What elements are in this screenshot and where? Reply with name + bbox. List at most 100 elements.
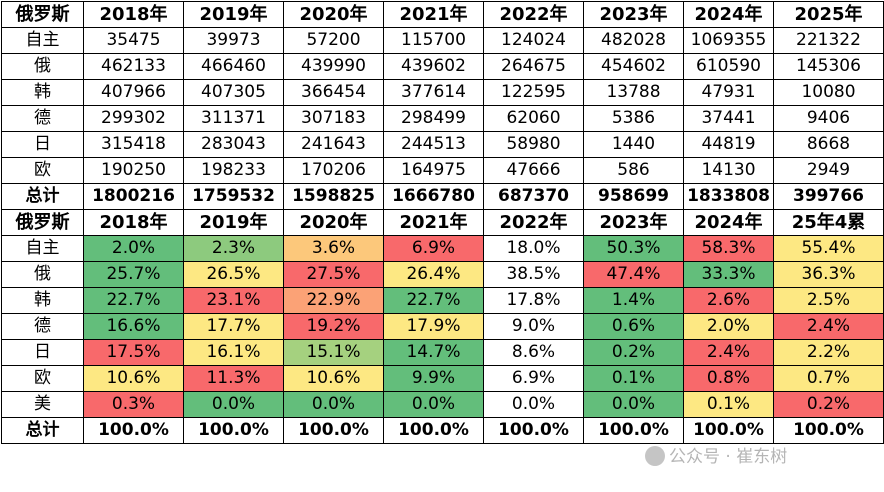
table-cell: 2.0%: [683, 313, 774, 340]
table-cell: 39973: [183, 27, 284, 54]
table-cell: 2018年: [83, 1, 184, 28]
table-cell: 0.0%: [583, 391, 684, 418]
table-cell: 16.1%: [183, 339, 284, 366]
table-cell: 10080: [773, 79, 884, 106]
table-cell: 100.0%: [183, 417, 284, 444]
table-cell: 100.0%: [383, 417, 484, 444]
table-row: 德 16.6% 17.7% 19.2% 17.9% 9.0% 0.6% 2.0% 2.4%: [1, 313, 884, 340]
table-cell: 55.4%: [773, 235, 884, 262]
table-cell: 0.3%: [83, 391, 184, 418]
table-cell: 62060: [483, 105, 584, 132]
row-label: 美: [1, 391, 84, 418]
table-cell: 377614: [383, 79, 484, 106]
table-cell: 14130: [683, 157, 774, 184]
table-cell: 17.5%: [83, 339, 184, 366]
table-cell: 47.4%: [583, 261, 684, 288]
table-cell: 115700: [383, 27, 484, 54]
table-cell: 315418: [83, 131, 184, 158]
table-row: 韩 407966 407305 366454 377614 122595 13788 4793…: [1, 79, 884, 106]
table-cell: 17.8%: [483, 287, 584, 314]
row-label: 欧: [1, 157, 84, 184]
table-cell: 9.9%: [383, 365, 484, 392]
table-cell: 1666780: [383, 183, 484, 210]
table-cell: 0.1%: [683, 391, 774, 418]
table-cell: 466460: [183, 53, 284, 80]
table-cell: 244513: [383, 131, 484, 158]
table-cell: 9406: [773, 105, 884, 132]
table-cell: 2021年: [383, 1, 484, 28]
table-cell: 307183: [283, 105, 384, 132]
table-cell: 2021年: [383, 209, 484, 236]
table-cell: 2.4%: [683, 339, 774, 366]
table-cell: 35475: [83, 27, 184, 54]
table-cell: 47931: [683, 79, 774, 106]
table-cell: 100.0%: [773, 417, 884, 444]
row-label: 德: [1, 105, 84, 132]
table-cell: 2023年: [583, 209, 684, 236]
table-cell: 298499: [383, 105, 484, 132]
table-cell: 50.3%: [583, 235, 684, 262]
table-cell: 407305: [183, 79, 284, 106]
table-cell: 100.0%: [583, 417, 684, 444]
table-cell: 221322: [773, 27, 884, 54]
table-cell: 2.0%: [83, 235, 184, 262]
table-cell: 2.2%: [773, 339, 884, 366]
table-cell: 482028: [583, 27, 684, 54]
table-cell: 0.2%: [583, 339, 684, 366]
table-cell: 3.6%: [283, 235, 384, 262]
table-cell: 958699: [583, 183, 684, 210]
table-cell: 0.8%: [683, 365, 774, 392]
table-cell: 38.5%: [483, 261, 584, 288]
table-cell: 0.0%: [383, 391, 484, 418]
table-cell: 399766: [773, 183, 884, 210]
row-label: 俄: [1, 261, 84, 288]
russia-sales-table: 俄罗斯 2018年 2019年 2020年 2021年 2022年 2023年 2024年 20…: [1, 1, 884, 444]
table-row: 日 17.5% 16.1% 15.1% 14.7% 8.6% 0.2% 2.4% 2.2%: [1, 339, 884, 366]
table-cell: 22.9%: [283, 287, 384, 314]
table-row: 自主 35475 39973 57200 115700 124024 482028 10693…: [1, 27, 884, 54]
table-cell: 2022年: [483, 1, 584, 28]
table-cell: 58.3%: [683, 235, 774, 262]
table-cell: 407966: [83, 79, 184, 106]
table-cell: 100.0%: [483, 417, 584, 444]
table-cell: 33.3%: [683, 261, 774, 288]
table-cell: 0.6%: [583, 313, 684, 340]
table-cell: 0.2%: [773, 391, 884, 418]
table-cell: 25.7%: [83, 261, 184, 288]
table-cell: 2019年: [183, 209, 284, 236]
row-label: 德: [1, 313, 84, 340]
table-row: 德 299302 311371 307183 298499 62060 5386 37441 9…: [1, 105, 884, 132]
table-cell: 100.0%: [83, 417, 184, 444]
table-cell: 58980: [483, 131, 584, 158]
table-cell: 14.7%: [383, 339, 484, 366]
table-cell: 1069355: [683, 27, 774, 54]
table-cell: 100.0%: [683, 417, 774, 444]
header-row: 俄罗斯 2018年 2019年 2020年 2021年 2022年 2023年 2024年 25…: [1, 209, 884, 236]
row-label: 自主: [1, 235, 84, 262]
table-cell: 2.5%: [773, 287, 884, 314]
row-label: 日: [1, 131, 84, 158]
row-label: 韩: [1, 287, 84, 314]
row-label: 总计: [1, 417, 84, 444]
total-row: 总计 100.0% 100.0% 100.0% 100.0% 100.0% 100.0% 10…: [1, 417, 884, 444]
row-label: 俄罗斯: [1, 209, 84, 236]
table-cell: 1833808: [683, 183, 774, 210]
table-cell: 6.9%: [483, 365, 584, 392]
table-cell: 19.2%: [283, 313, 384, 340]
table-cell: 5386: [583, 105, 684, 132]
table-cell: 9.0%: [483, 313, 584, 340]
table-cell: 44819: [683, 131, 774, 158]
table-cell: 1440: [583, 131, 684, 158]
table-cell: 2.6%: [683, 287, 774, 314]
table-cell: 2022年: [483, 209, 584, 236]
table-cell: 6.9%: [383, 235, 484, 262]
table-row: 韩 22.7% 23.1% 22.9% 22.7% 17.8% 1.4% 2.6% 2.5%: [1, 287, 884, 314]
table-cell: 37441: [683, 105, 774, 132]
table-cell: 1759532: [183, 183, 284, 210]
table-cell: 2025年: [773, 1, 884, 28]
table-cell: 264675: [483, 53, 584, 80]
table-cell: 190250: [83, 157, 184, 184]
table-cell: 1598825: [283, 183, 384, 210]
row-label: 总计: [1, 183, 84, 210]
table-cell: 27.5%: [283, 261, 384, 288]
